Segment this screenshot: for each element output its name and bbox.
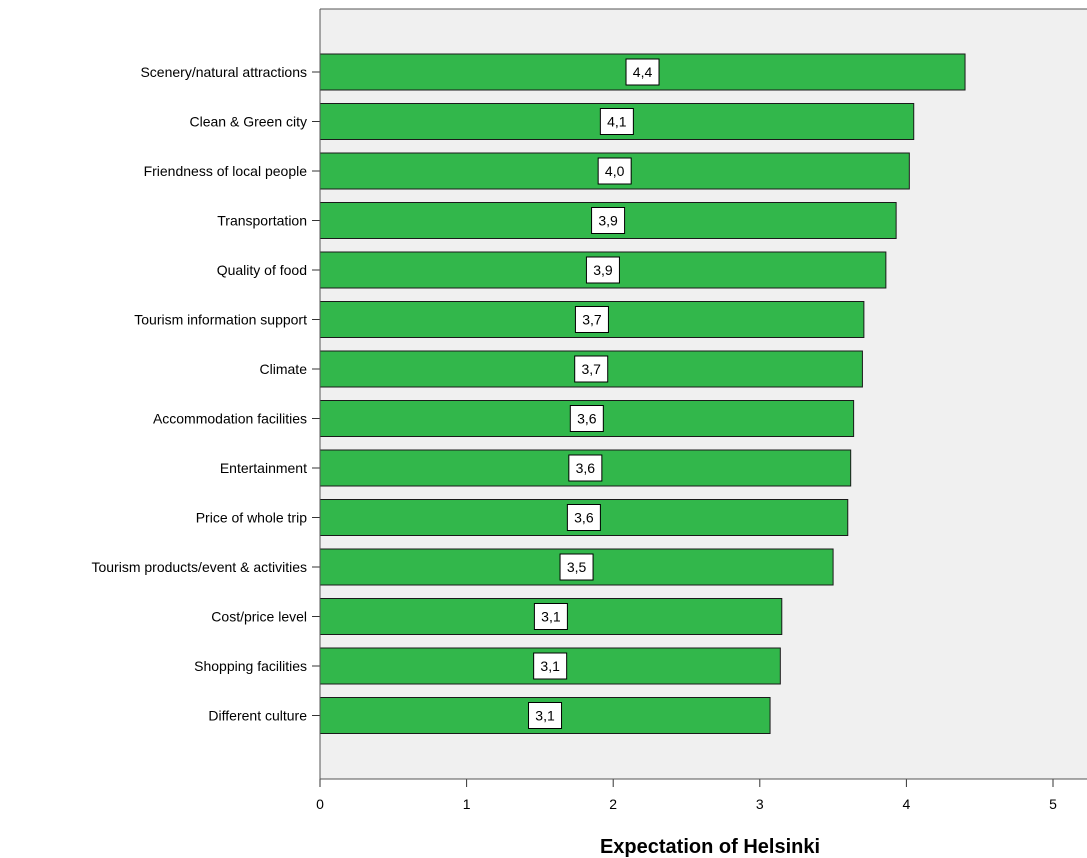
data-label-box — [585, 256, 620, 284]
bars-layer: 4,4 4,1 4,0 3,9 3,9 3,7 3,7 3,6 3,6 3,6 3,5 3,1 3,1 3… — [319, 53, 966, 734]
data-label-box — [533, 603, 568, 630]
x-tick-label: 1 — [463, 796, 471, 812]
category-label: Clean & Green city — [190, 114, 308, 130]
category-label: Entertainment — [220, 460, 307, 476]
data-label-box — [568, 454, 603, 482]
data-label-box — [574, 355, 609, 383]
x-tick-label: 2 — [609, 796, 617, 812]
data-label: 4,4 — [633, 64, 653, 80]
category-label: Quality of food — [217, 262, 307, 278]
category-label: Different culture — [208, 708, 307, 724]
data-label-box — [559, 553, 594, 581]
data-label-box — [591, 207, 626, 234]
data-label-box — [533, 652, 568, 680]
data-label-box — [574, 306, 609, 333]
x-tick-label: 5 — [1049, 796, 1057, 812]
x-axis-title: Expectation of Helsinki — [600, 836, 820, 858]
data-label: 3,9 — [598, 213, 618, 229]
x-axis-ticks: 0 1 2 3 4 5 — [316, 779, 1057, 812]
category-label: Cost/price level — [211, 609, 307, 625]
x-tick-label: 3 — [756, 796, 764, 812]
category-label: Transportation — [217, 213, 307, 229]
data-label: 3,5 — [567, 559, 587, 575]
data-label-box — [599, 108, 634, 135]
category-labels: Scenery/natural attractions Clean & Green… — [91, 64, 320, 724]
data-label: 3,6 — [574, 510, 594, 526]
category-label: Friendness of local people — [144, 163, 308, 179]
data-label-box — [569, 405, 604, 432]
data-label: 3,6 — [576, 460, 596, 476]
data-label: 4,1 — [607, 114, 627, 130]
data-label-box — [566, 504, 601, 531]
data-label-box — [528, 702, 563, 729]
category-label: Climate — [260, 361, 308, 377]
category-label: Tourism products/event & activities — [91, 559, 307, 575]
category-label: Scenery/natural attractions — [140, 64, 307, 80]
data-label: 3,6 — [577, 411, 597, 427]
data-label: 3,1 — [541, 609, 561, 625]
data-label: 3,7 — [581, 361, 601, 377]
data-label-box — [597, 157, 632, 185]
data-label: 3,1 — [535, 708, 555, 724]
data-label: 3,1 — [540, 658, 560, 674]
x-tick-label: 0 — [316, 796, 324, 812]
x-tick-label: 4 — [903, 796, 911, 812]
category-label: Price of whole trip — [196, 510, 307, 526]
data-label: 3,7 — [582, 312, 602, 328]
category-label: Tourism information support — [134, 312, 307, 328]
category-label: Shopping facilities — [194, 658, 307, 674]
data-label-box — [625, 58, 660, 86]
data-label: 4,0 — [605, 163, 625, 179]
data-label: 3,9 — [593, 262, 613, 278]
category-label: Accommodation facilities — [153, 411, 307, 427]
